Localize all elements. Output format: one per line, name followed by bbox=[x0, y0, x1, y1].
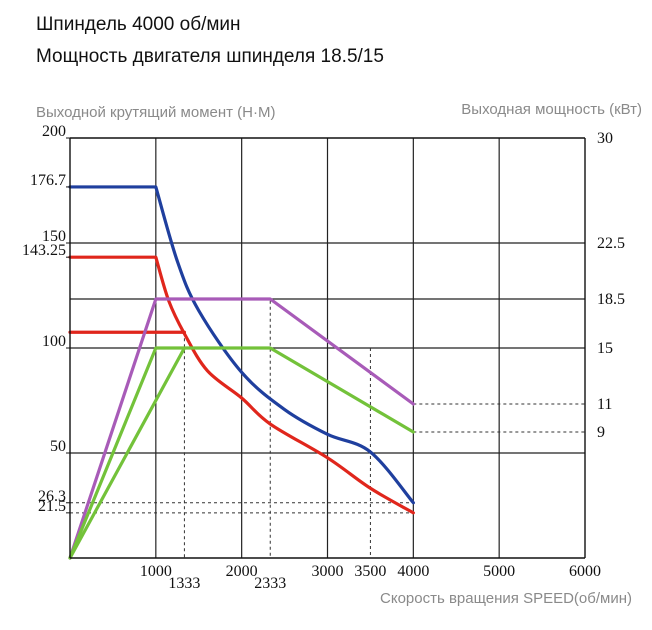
y-axis-right-label: Выходная мощность (кВт) bbox=[461, 101, 642, 118]
grid-lines bbox=[70, 138, 585, 558]
y-left-tick-label: 143.25 bbox=[22, 242, 66, 259]
series-line-4 bbox=[68, 346, 415, 560]
series-line-1 bbox=[68, 255, 415, 515]
y-left-tick-label: 100 bbox=[42, 333, 66, 350]
x-tick-label: 4000 bbox=[397, 563, 429, 580]
y-right-tick-label: 30 bbox=[597, 130, 613, 147]
y-left-tick-label: 200 bbox=[42, 123, 66, 140]
spindle-speed-title: Шпиндель 4000 об/мин bbox=[36, 14, 241, 35]
series-line-0 bbox=[68, 185, 415, 505]
y-left-tick-label: 150 bbox=[42, 228, 66, 245]
x-tick-label: 3000 bbox=[312, 563, 344, 580]
y-right-tick-label: 22.5 bbox=[597, 235, 625, 252]
spindle-power-title: Мощность двигателя шпинделя 18.5/15 bbox=[36, 46, 384, 67]
x-tick-label: 1333 bbox=[168, 575, 200, 592]
y-right-tick-label: 18.5 bbox=[597, 291, 625, 308]
series-lines bbox=[68, 185, 415, 560]
y-left-tick-label: 21.5 bbox=[38, 498, 66, 515]
x-tick-label: 2333 bbox=[254, 575, 286, 592]
x-tick-label: 3500 bbox=[354, 563, 386, 580]
y-left-tick-label: 176.7 bbox=[30, 172, 66, 189]
series-line-3 bbox=[68, 297, 415, 560]
y-right-tick-label: 9 bbox=[597, 424, 605, 441]
y-right-tick-label: 15 bbox=[597, 340, 613, 357]
y-left-tick-label: 50 bbox=[50, 438, 66, 455]
x-tick-label: 5000 bbox=[483, 563, 515, 580]
y-axis-left-label: Выходной крутящий момент (Н·М) bbox=[36, 104, 276, 121]
x-tick-label: 6000 bbox=[569, 563, 601, 580]
x-tick-label: 1000 bbox=[140, 563, 172, 580]
x-tick-label: 2000 bbox=[226, 563, 258, 580]
y-right-tick-label: 11 bbox=[597, 396, 612, 413]
series-line-5 bbox=[68, 346, 187, 560]
y-left-tick-label: 26.3 bbox=[38, 488, 66, 505]
x-axis-label: Скорость вращения SPEED(об/мин) bbox=[380, 590, 632, 607]
